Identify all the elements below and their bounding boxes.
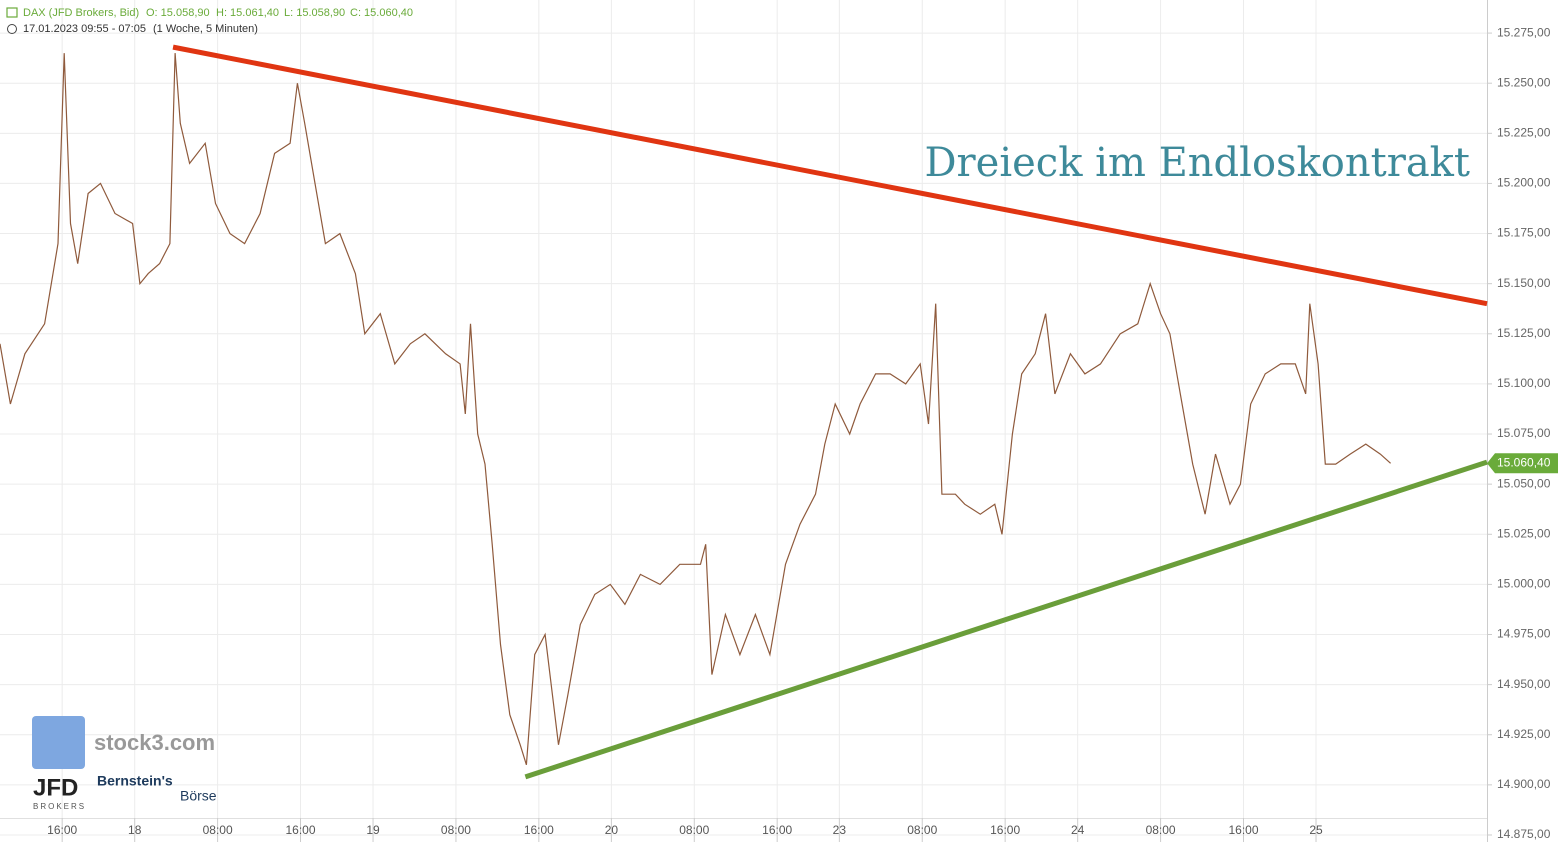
boerse-text: Börse (180, 788, 217, 804)
plot (0, 44, 1488, 780)
period: (1 Woche, 5 Minuten) (153, 23, 258, 35)
y-tick-label: 14.975,00 (1497, 627, 1551, 641)
jfd-sub: BROKERS (33, 802, 86, 811)
price-line (0, 53, 1391, 765)
y-tick-label: 15.125,00 (1497, 326, 1551, 340)
y-tick-label: 15.025,00 (1497, 526, 1551, 540)
x-tick-label: 16:00 (762, 823, 792, 837)
symbol: DAX (JFD Brokers, Bid) (23, 7, 139, 19)
x-tick-label: 16:00 (524, 823, 554, 837)
y-tick-label: 14.875,00 (1497, 827, 1551, 841)
y-tick-label: 15.175,00 (1497, 226, 1551, 240)
header: DAX (JFD Brokers, Bid) O: 15.058,90 H: 1… (6, 7, 413, 35)
y-tick-label: 15.150,00 (1497, 276, 1551, 290)
y-tick-label: 15.225,00 (1497, 125, 1551, 139)
x-tick-label: 20 (605, 823, 619, 837)
y-tick-label: 15.075,00 (1497, 426, 1551, 440)
x-tick-label: 19 (366, 823, 380, 837)
y-tick-label: 14.900,00 (1497, 777, 1551, 791)
x-tick-label: 16:00 (285, 823, 315, 837)
date-range: 17.01.2023 09:55 - 07:05 (23, 23, 146, 35)
ohlc-close: C: 15.060,40 (350, 7, 413, 19)
x-tick-label: 08:00 (441, 823, 471, 837)
trendline (524, 459, 1488, 780)
header-icon (6, 7, 18, 18)
last-price-label: 15.060,40 (1497, 455, 1551, 469)
x-tick-label: 16:00 (47, 823, 77, 837)
jfd-text: JFD (33, 774, 78, 801)
ohlc-high: H: 15.061,40 (216, 7, 279, 19)
stock3-text: stock3.com (94, 730, 215, 755)
logos: stock3.com JFD BROKERS Bernstein's Börse (32, 716, 217, 811)
y-tick-label: 15.250,00 (1497, 75, 1551, 89)
bernstein-text: Bernstein's (97, 773, 173, 789)
y-tick-label: 14.950,00 (1497, 677, 1551, 691)
stock3-logo (32, 716, 85, 769)
grid (0, 0, 1487, 836)
y-tick-label: 14.925,00 (1497, 727, 1551, 741)
ohlc-low: L: 15.058,90 (284, 7, 345, 19)
x-tick-label: 23 (833, 823, 847, 837)
clock-icon (7, 24, 17, 34)
y-tick-label: 15.000,00 (1497, 577, 1551, 591)
x-tick-label: 16:00 (1228, 823, 1258, 837)
x-tick-label: 16:00 (990, 823, 1020, 837)
last-price-tag (1487, 453, 1558, 474)
annotation: Dreieck im Endloskontrakt (924, 140, 1470, 186)
ohlc-open: O: 15.058,90 (146, 7, 210, 19)
x-tick-label: 08:00 (907, 823, 937, 837)
x-tick-label: 24 (1071, 823, 1085, 837)
y-tick-label: 15.100,00 (1497, 376, 1551, 390)
x-tick-label: 18 (128, 823, 142, 837)
trendline (172, 44, 1488, 307)
y-tick-label: 15.200,00 (1497, 176, 1551, 190)
x-tick-label: 08:00 (1146, 823, 1176, 837)
y-tick-label: 15.050,00 (1497, 476, 1551, 490)
x-tick-label: 25 (1309, 823, 1323, 837)
x-tick-label: 08:00 (203, 823, 233, 837)
y-tick-label: 15.275,00 (1497, 25, 1551, 39)
x-tick-label: 08:00 (679, 823, 709, 837)
